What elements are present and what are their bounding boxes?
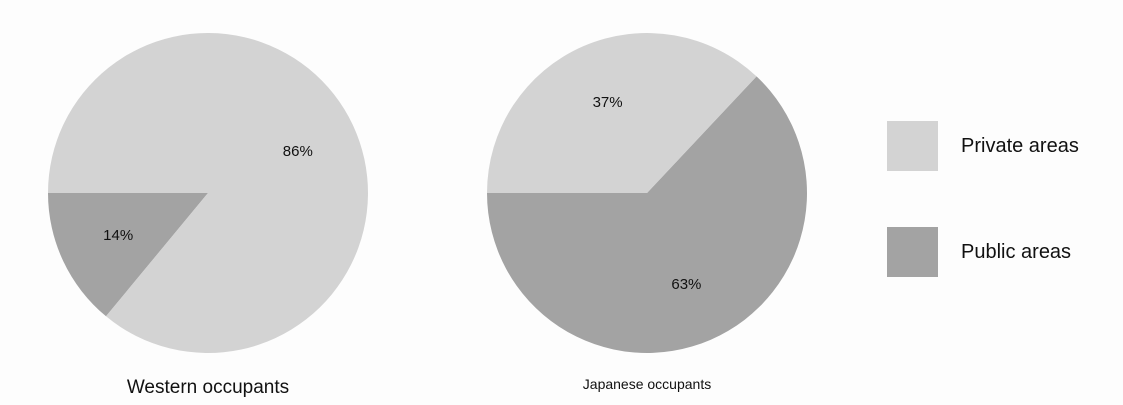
legend-item-private: Private areas [887,121,1079,171]
legend-label-public: Public areas [961,240,1072,263]
pie-data-label: 86% [283,143,313,160]
pie-slice-public [48,193,208,317]
pie-data-label: 63% [671,276,701,293]
pie-data-label: 14% [103,227,133,244]
chart-title: Japanese occupants [583,376,711,392]
chart-title: Western occupants [127,377,289,398]
pie-chart-western: 14% 86% [48,32,368,353]
pie-slice-private [487,33,757,193]
pie-slice-public [487,76,807,354]
legend-swatch-private [887,121,938,171]
pie-data-label: 37% [593,94,623,111]
pie-slice-private [48,32,368,353]
legend-swatch-public [887,227,938,277]
pie-chart-japanese: 63% 37% [487,33,807,354]
legend-item-public: Public areas [887,227,1071,277]
legend-label-private: Private areas [961,134,1079,157]
